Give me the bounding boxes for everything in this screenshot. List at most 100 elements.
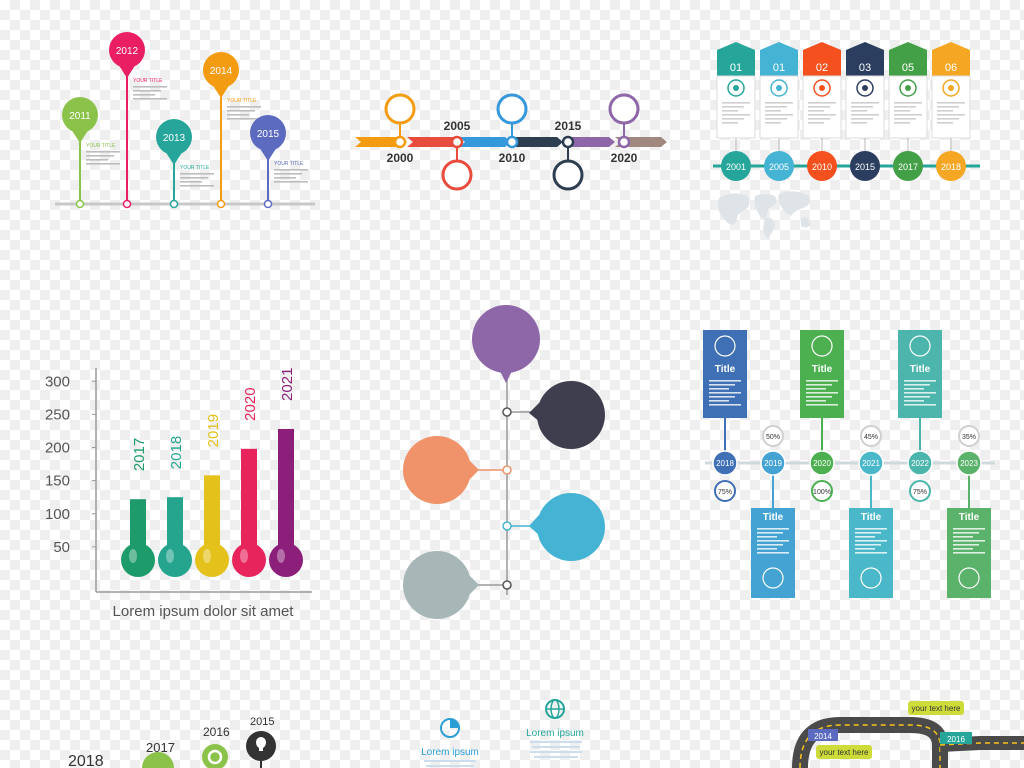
callout-box (908, 701, 964, 715)
text-placeholder-line (709, 404, 741, 406)
card-title: Title (861, 512, 882, 523)
callout-text: your text here (912, 704, 961, 713)
text-placeholder-line (757, 540, 789, 542)
step-number: 06 (945, 62, 957, 74)
timeline-year: 2005 (444, 119, 471, 133)
text-placeholder-line (765, 106, 787, 108)
y-tick-label: 50 (53, 539, 70, 556)
text-placeholder-line (722, 110, 738, 112)
text-placeholder-line (806, 384, 832, 386)
year-label: 2016 (947, 735, 965, 744)
pin-title: YOUR TITLE (227, 98, 257, 104)
globe-icon (545, 699, 565, 719)
text-placeholder-line (765, 110, 781, 112)
text-placeholder-line (894, 114, 922, 116)
year-label: 2018 (716, 459, 734, 468)
text-placeholder-line (709, 396, 735, 398)
card-title: Title (763, 512, 784, 523)
y-tick-label: 200 (45, 440, 70, 457)
pin-year: 2011 (69, 111, 91, 122)
hex-step-card: 06 (931, 42, 971, 154)
text-placeholder-line (904, 388, 924, 390)
timeline-card: Title 2022 (898, 330, 942, 476)
percent-ring: 75% (714, 480, 736, 502)
text-placeholder-line (894, 102, 922, 104)
year-node (712, 450, 738, 476)
text-placeholder-line (133, 90, 161, 92)
text-placeholder-line (953, 536, 973, 538)
text-placeholder-line (937, 118, 959, 120)
gear-icon (202, 744, 228, 768)
text-placeholder-line (274, 173, 302, 175)
icon-feature-infographic: Lorem ipsum Lorem ipsum (421, 699, 584, 767)
text-placeholder-line (757, 528, 789, 530)
year-circle: 2018 (936, 151, 966, 181)
text-placeholder-line (133, 94, 155, 96)
card-icon (958, 567, 980, 589)
text-placeholder-line (722, 106, 744, 108)
timeline-arrow-segment (459, 137, 511, 147)
text-placeholder-line (855, 540, 887, 542)
percent-ring: 45% (860, 425, 882, 447)
text-placeholder-line (851, 114, 879, 116)
text-placeholder-line (709, 392, 741, 394)
text-placeholder-line (953, 528, 985, 530)
feature-label: Lorem ipsum (526, 728, 584, 739)
year-node (809, 450, 835, 476)
text-placeholder-line (806, 388, 826, 390)
text-placeholder-line (953, 544, 979, 546)
text-placeholder-line (851, 110, 867, 112)
bubble-dark (502, 381, 605, 449)
bar-2020: 2020 (232, 387, 266, 577)
timeline-circle (608, 93, 640, 149)
step-number: 01 (773, 62, 785, 74)
timeline-pin: 2013 YOUR TITLE (156, 119, 214, 209)
text-placeholder-line (722, 118, 744, 120)
text-placeholder-line (709, 380, 741, 382)
text-placeholder-line (765, 114, 793, 116)
text-placeholder-line (894, 122, 910, 124)
text-placeholder-line (904, 396, 930, 398)
category-label: 2020 (242, 387, 259, 420)
pin-title: YOUR TITLE (274, 161, 304, 167)
branch-bubble-diagram (403, 305, 605, 619)
hex-step-card: 03 (845, 42, 885, 154)
hex-step-card: 01 (759, 42, 799, 154)
bar-2017: 2017 (121, 438, 155, 577)
y-tick-label: 300 (45, 373, 70, 390)
percent-ring: 35% (958, 425, 980, 447)
text-placeholder-line (133, 86, 167, 88)
card-title: Title (812, 364, 833, 375)
timeline-card: Title 2020 (800, 330, 844, 476)
y-tick-label: 150 (45, 473, 70, 490)
text-placeholder-line (806, 404, 838, 406)
year-node (858, 450, 884, 476)
text-placeholder-line (855, 544, 881, 546)
timeline-pin: 2015 YOUR TITLE (250, 115, 308, 209)
text-placeholder-line (851, 106, 873, 108)
text-placeholder-line (709, 384, 735, 386)
percent-label: 35% (962, 434, 976, 441)
text-placeholder-line (806, 392, 838, 394)
text-placeholder-line (274, 169, 308, 171)
timeline-arrow-segment (511, 137, 563, 147)
category-label: 2019 (205, 414, 222, 447)
pin-dot (75, 199, 85, 209)
bubble-salmon (403, 436, 512, 504)
timeline-pin: 2014 YOUR TITLE (203, 52, 261, 209)
timeline-card: Title 2021 (849, 450, 893, 598)
growth-steps-infographic: 2018 2017 2016 2015 (68, 716, 276, 768)
text-placeholder-line (937, 122, 953, 124)
text-placeholder-line (757, 544, 783, 546)
percent-label: 75% (718, 489, 732, 496)
year-circle: 2001 (721, 151, 751, 181)
percent-ring: 100% (811, 480, 833, 502)
category-label: 2017 (131, 438, 148, 471)
world-map-icon (717, 191, 811, 238)
card-title: Title (715, 364, 736, 375)
year-label: 2005 (769, 162, 789, 172)
text-placeholder-line (851, 102, 879, 104)
percent-label: 45% (864, 434, 878, 441)
percent-label: 100% (813, 489, 831, 496)
text-placeholder-line (808, 106, 830, 108)
